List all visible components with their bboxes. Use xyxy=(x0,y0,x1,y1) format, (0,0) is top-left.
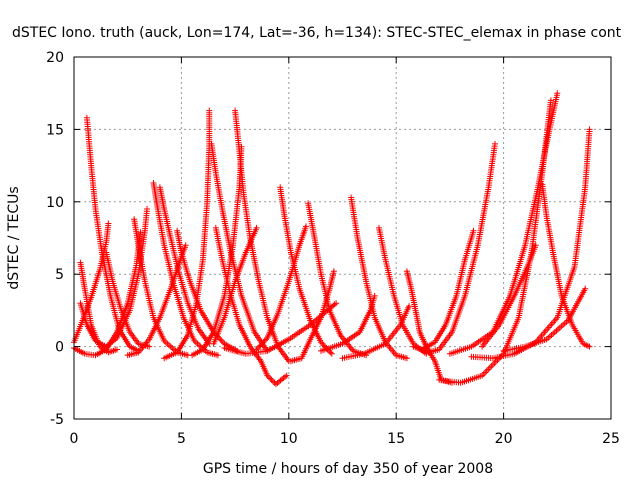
series-markers xyxy=(348,194,410,362)
series-markers xyxy=(124,242,189,359)
series-22 xyxy=(221,300,340,357)
series-markers xyxy=(77,259,120,356)
plot-frame xyxy=(73,56,612,420)
x-tick-label: 20 xyxy=(495,431,513,447)
x-tick-label: 5 xyxy=(177,431,186,447)
x-tick-label: 10 xyxy=(280,431,298,447)
series-21 xyxy=(305,200,370,359)
series-markers xyxy=(305,200,370,359)
series-markers xyxy=(232,107,292,365)
chart-title: dSTEC Iono. truth (auck, Lon=174, Lat=-3… xyxy=(12,25,622,41)
series-11 xyxy=(124,242,189,359)
axis-ticks: 0 5 10 15 20 25 -5 0 5 10 15 20 xyxy=(46,50,620,447)
series-12 xyxy=(161,107,213,362)
y-tick-label: 0 xyxy=(55,340,64,356)
series-markers xyxy=(419,227,477,353)
series-markers xyxy=(103,249,153,350)
series-23 xyxy=(348,194,410,362)
series-29 xyxy=(419,227,477,353)
series-markers xyxy=(161,107,213,362)
y-tick-label: 20 xyxy=(46,50,64,66)
series-19 xyxy=(277,184,335,357)
series-34 xyxy=(500,285,589,354)
series-27 xyxy=(339,303,413,362)
series-markers xyxy=(410,140,498,356)
series-markers xyxy=(156,184,213,347)
y-tick-label: 15 xyxy=(46,122,64,138)
series-markers xyxy=(277,184,335,357)
series-14 xyxy=(208,140,271,354)
series-markers xyxy=(208,140,271,354)
series-24 xyxy=(318,292,378,354)
y-axis-label: dSTEC / TECUs xyxy=(6,186,22,289)
data-marks xyxy=(71,90,593,388)
series-markers xyxy=(500,285,589,354)
x-axis-label: GPS time / hours of day 350 of year 2008 xyxy=(203,461,493,477)
series-15 xyxy=(232,107,292,365)
series-1 xyxy=(77,259,120,356)
series-markers xyxy=(221,300,340,357)
x-tick-label: 0 xyxy=(70,431,79,447)
y-tick-label: 10 xyxy=(46,195,64,211)
x-tick-label: 25 xyxy=(602,431,620,447)
series-31 xyxy=(446,90,561,357)
series-markers xyxy=(339,303,413,362)
grid xyxy=(74,57,611,419)
series-markers xyxy=(479,242,539,350)
series-6 xyxy=(103,249,153,350)
series-28 xyxy=(410,140,498,356)
series-markers xyxy=(446,90,561,357)
x-tick-label: 15 xyxy=(387,431,405,447)
y-tick-label: -5 xyxy=(50,412,64,428)
series-35 xyxy=(479,242,539,350)
series-markers xyxy=(210,224,260,347)
series-17 xyxy=(210,224,260,347)
series-9 xyxy=(156,184,213,347)
series-markers xyxy=(318,292,378,354)
y-tick-label: 5 xyxy=(55,267,64,283)
